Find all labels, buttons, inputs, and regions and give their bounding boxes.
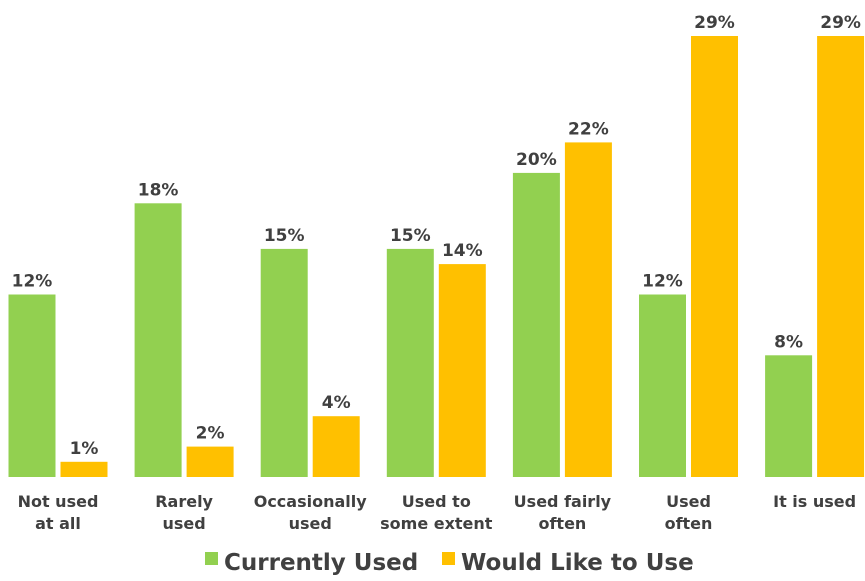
value-label-would-like-to-use-used-to-some-extent: 14% — [442, 241, 483, 261]
category-labels-layer: Not used at all Rarely used Occasionally used… — [18, 492, 856, 533]
bar-would-like-to-use-used-to-some-extent — [438, 264, 486, 477]
bar-currently-used-occasionally-used — [260, 248, 308, 477]
category-label-line: used — [289, 514, 332, 533]
legend-item-would-like-to-use: Would Like to Use — [442, 550, 694, 576]
bar-would-like-to-use-not-used-at-all — [60, 461, 108, 477]
category-label-line: Used fairly — [514, 492, 612, 511]
bars-layer — [8, 36, 865, 478]
category-label-line: used — [162, 514, 205, 533]
category-label-used-fairly-often: Used fairly often — [514, 492, 612, 533]
category-label-line: some extent — [380, 514, 493, 533]
category-label-not-used-at-all: Not used at all — [18, 492, 99, 533]
legend: Currently Used Would Like to Use — [205, 550, 694, 576]
bar-currently-used-it-is-used — [765, 355, 813, 477]
value-label-currently-used-it-is-used: 8% — [774, 332, 803, 352]
value-label-currently-used-used-often: 12% — [642, 272, 683, 292]
category-label-line: at all — [35, 514, 81, 533]
value-label-would-like-to-use-used-fairly-often: 22% — [568, 119, 609, 139]
category-label-it-is-used: It is used — [773, 492, 856, 511]
category-label-occasionally-used: Occasionally used — [254, 492, 368, 533]
legend-item-currently-used: Currently Used — [205, 550, 418, 576]
bar-currently-used-rarely-used — [134, 203, 182, 478]
category-label-line: often — [665, 514, 713, 533]
value-label-currently-used-used-to-some-extent: 15% — [390, 226, 431, 246]
legend-swatch-currently-used — [205, 552, 218, 565]
category-label-used-to-some-extent: Used to some extent — [380, 492, 493, 533]
bar-currently-used-used-to-some-extent — [386, 248, 434, 477]
category-label-line: often — [538, 514, 586, 533]
bar-currently-used-used-fairly-often — [512, 172, 560, 477]
value-label-currently-used-not-used-at-all: 12% — [12, 272, 53, 292]
bar-would-like-to-use-rarely-used — [186, 446, 234, 477]
category-label-line: Used — [666, 492, 711, 511]
category-label-rarely-used: Rarely used — [155, 492, 213, 533]
category-label-line: Not used — [18, 492, 99, 511]
value-label-would-like-to-use-rarely-used: 2% — [196, 424, 225, 444]
bar-would-like-to-use-it-is-used — [817, 36, 865, 477]
value-label-would-like-to-use-occasionally-used: 4% — [322, 393, 351, 413]
value-label-would-like-to-use-used-often: 29% — [694, 13, 735, 33]
bar-currently-used-used-often — [639, 294, 686, 477]
bar-would-like-to-use-used-fairly-often — [564, 142, 612, 477]
legend-label-would-like-to-use: Would Like to Use — [461, 550, 694, 576]
value-label-currently-used-used-fairly-often: 20% — [516, 150, 557, 170]
category-label-used-often: Used often — [665, 492, 713, 533]
value-label-would-like-to-use-it-is-used: 29% — [820, 13, 861, 33]
value-label-would-like-to-use-not-used-at-all: 1% — [70, 439, 99, 459]
value-labels-layer: 12% 1% 18% 2% 15% 4% 15% 14% 20% 22% 12% 29% 8% 29% — [12, 13, 861, 459]
bar-currently-used-not-used-at-all — [8, 294, 56, 477]
bar-would-like-to-use-occasionally-used — [312, 416, 360, 477]
category-label-line: Used to — [402, 492, 471, 511]
value-label-currently-used-rarely-used: 18% — [138, 180, 179, 200]
category-label-line: It is used — [773, 492, 856, 511]
bar-would-like-to-use-used-often — [691, 36, 738, 477]
legend-swatch-would-like-to-use — [442, 552, 455, 565]
value-label-currently-used-occasionally-used: 15% — [264, 226, 305, 246]
category-label-line: Occasionally — [254, 492, 368, 511]
category-label-line: Rarely — [155, 492, 213, 511]
legend-label-currently-used: Currently Used — [224, 550, 418, 576]
